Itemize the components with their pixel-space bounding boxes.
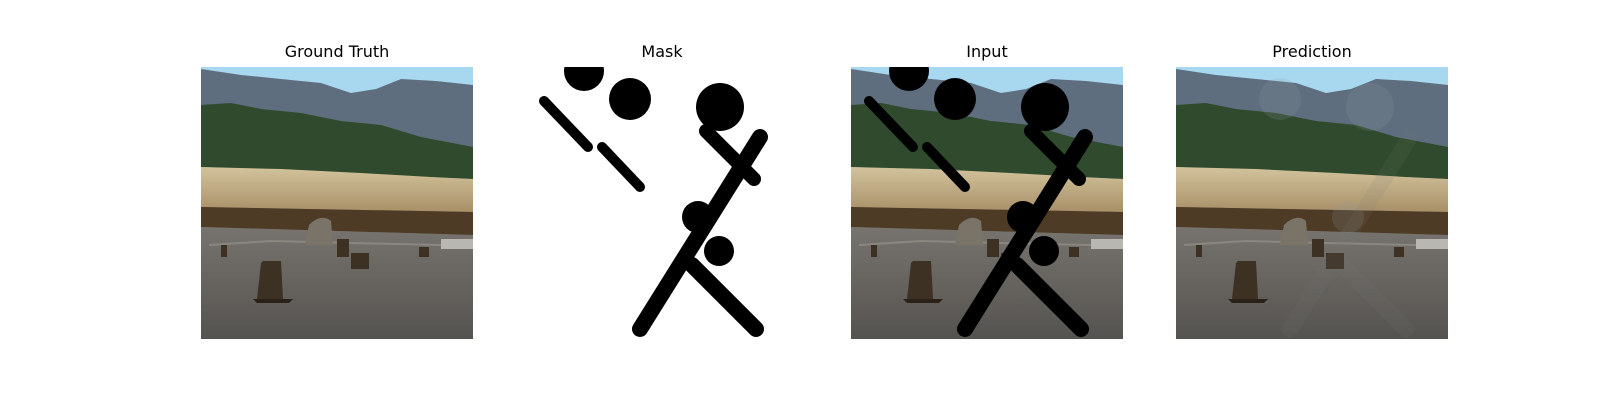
image-prediction — [1176, 67, 1448, 339]
image-ground-truth — [201, 67, 473, 339]
panel-title-input: Input — [966, 42, 1008, 61]
panel-title-prediction: Prediction — [1272, 42, 1352, 61]
panel-mask: Mask — [526, 0, 798, 340]
panel-title-mask: Mask — [641, 42, 683, 61]
panel-input: Input — [851, 0, 1123, 340]
image-mask — [526, 67, 798, 339]
panel-prediction: Prediction — [1176, 0, 1448, 340]
panel-title-ground-truth: Ground Truth — [284, 42, 390, 61]
panel-ground-truth: Ground Truth — [201, 0, 473, 340]
image-input — [851, 67, 1123, 339]
